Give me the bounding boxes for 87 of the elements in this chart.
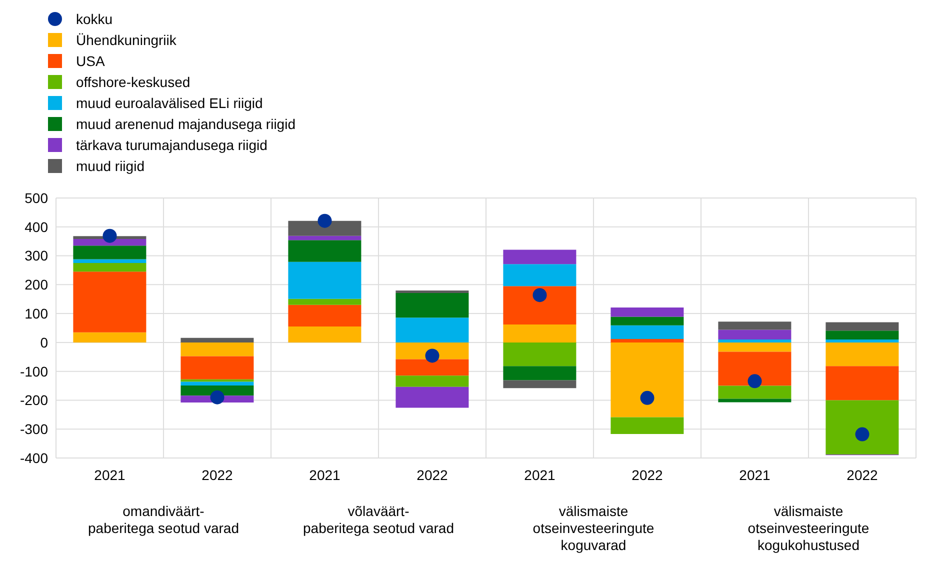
bar — [503, 264, 576, 286]
legend-label: Ühendkuningriik — [76, 32, 176, 48]
legend-label: USA — [76, 52, 105, 68]
bar — [180, 338, 254, 342]
bar — [826, 366, 899, 400]
bar — [718, 352, 792, 386]
bar — [288, 240, 362, 262]
bar — [396, 376, 469, 387]
bar — [288, 236, 362, 240]
bar — [826, 330, 899, 340]
y-tick-label: 400 — [24, 218, 48, 235]
bar — [610, 417, 684, 434]
bar — [826, 400, 899, 455]
point — [425, 348, 440, 363]
bar — [180, 342, 254, 356]
y-tick-label: -200 — [20, 392, 48, 408]
point — [855, 427, 870, 442]
point — [748, 374, 762, 388]
bar — [288, 304, 362, 327]
y-tick-label: -100 — [20, 363, 48, 380]
legend-label: kokku — [76, 10, 113, 26]
bar — [610, 338, 684, 342]
bar — [288, 298, 362, 305]
bar — [396, 359, 469, 376]
bar — [718, 342, 792, 352]
bar — [73, 259, 146, 263]
y-tick-label: 200 — [24, 276, 48, 293]
x-tick-label: 2021 — [309, 467, 341, 483]
bar — [826, 342, 899, 366]
x-tick-label: 2021 — [94, 467, 126, 483]
bar — [610, 325, 684, 339]
bar — [180, 356, 254, 380]
bar — [396, 386, 469, 408]
bar — [288, 220, 362, 236]
x-tick-label: 2022 — [202, 467, 234, 483]
bar — [396, 318, 469, 342]
bar — [73, 239, 146, 246]
y-tick-label: 0 — [40, 334, 48, 350]
bar — [718, 330, 792, 340]
legend-label: muud euroalavälised ELi riigid — [76, 94, 263, 110]
bar — [826, 340, 899, 342]
point — [640, 390, 654, 405]
bar — [73, 272, 146, 332]
bar — [503, 366, 576, 380]
text: võlaväärt- paberitega seotud varad — [303, 503, 454, 536]
legend-label: offshore-keskused — [76, 74, 190, 90]
bar — [73, 332, 146, 342]
text: välismaiste otseinvesteeringute kogukohustused — [748, 503, 870, 553]
bar — [288, 326, 362, 342]
bar — [288, 262, 362, 299]
point — [102, 228, 117, 243]
bar — [180, 382, 254, 386]
x-tick-label: 2021 — [739, 467, 771, 483]
bar — [503, 286, 576, 325]
point — [318, 214, 332, 228]
bar — [180, 385, 254, 396]
bar — [610, 316, 684, 326]
x-tick-label: 2022 — [416, 467, 448, 483]
point — [210, 390, 224, 404]
bar — [503, 250, 576, 264]
x-tick-label: 2021 — [524, 467, 556, 483]
x-tick-label: 2022 — [846, 467, 878, 483]
x-tick-label: 2022 — [632, 467, 664, 483]
bar — [503, 342, 576, 366]
bar — [610, 342, 684, 418]
y-tick-label: 300 — [24, 248, 48, 264]
bar — [396, 290, 469, 294]
y-tick-label: 500 — [24, 190, 48, 206]
bar — [503, 324, 576, 342]
bar — [718, 386, 792, 399]
bar — [396, 293, 469, 318]
y-tick-label: -400 — [20, 450, 48, 466]
y-tick-label: 100 — [24, 306, 48, 322]
bar — [503, 380, 576, 388]
bar — [718, 340, 792, 342]
bar — [826, 322, 899, 331]
text: välismaiste otseinvesteeringute koguvarad — [532, 503, 654, 553]
bar — [73, 263, 146, 272]
bar — [73, 246, 146, 260]
bar — [718, 322, 792, 330]
legend-label: muud riigid — [76, 158, 144, 174]
bar — [610, 307, 684, 317]
point — [532, 288, 547, 302]
legend-label: tärkava turumajandusega riigid — [76, 136, 268, 152]
text: omandiväärt- paberitega seotud varad — [88, 503, 239, 536]
legend-label: muud arenenud majandusega riigid — [76, 116, 296, 132]
y-tick-label: -300 — [20, 421, 48, 438]
